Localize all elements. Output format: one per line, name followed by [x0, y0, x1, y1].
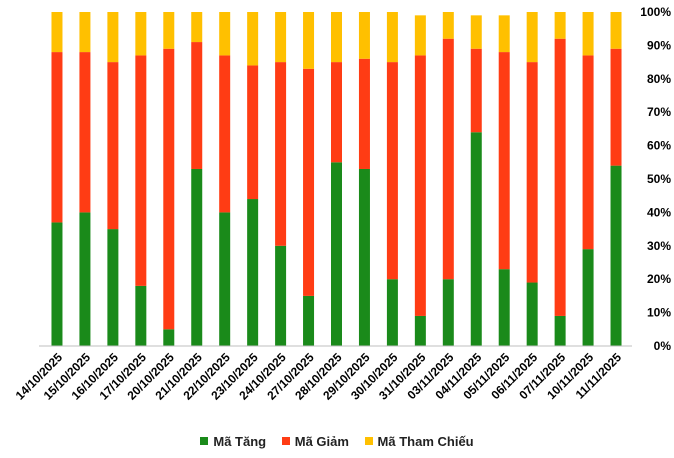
legend-label-ma-tang: Mã Tăng	[213, 433, 267, 449]
y-ticks-layer: 0% 10% 20% 30% 40% 50% 60% 70% 80% 90% 100%	[640, 5, 671, 353]
bar-segment-ma-giam-10	[331, 62, 342, 163]
legend-label-ma-tham-chieu: Mã Tham Chiếu	[377, 433, 474, 449]
bar-segment-ma-tham-chieu-15	[470, 15, 482, 49]
legend-item-ma-giam: Mã Giảm	[281, 433, 349, 449]
bar-segment-ma-tang-9	[303, 295, 315, 346]
y-tick-label: 10%	[647, 306, 671, 320]
bar-segment-ma-giam-6	[219, 55, 231, 213]
legend-swatch-ma-tham-chieu	[364, 437, 373, 445]
bar-segment-ma-giam-12	[386, 62, 398, 280]
bar-segment-ma-tham-chieu-16	[498, 15, 510, 53]
bar-segment-ma-tham-chieu-7	[247, 12, 259, 66]
bar-segment-ma-tang-15	[470, 132, 482, 346]
bar-segment-ma-tang-4	[163, 329, 175, 346]
bar-segment-ma-tham-chieu-8	[275, 12, 287, 63]
bar-segment-ma-giam-3	[135, 55, 147, 286]
bar-segment-ma-giam-11	[358, 58, 370, 169]
bar-segment-ma-tham-chieu-1	[79, 12, 91, 53]
bar-segment-ma-tham-chieu-14	[442, 12, 454, 39]
legend-swatch-ma-giam	[281, 437, 290, 445]
bar-segment-ma-giam-0	[51, 52, 63, 223]
bar-segment-ma-giam-13	[414, 55, 426, 316]
bar-segment-ma-giam-18	[554, 38, 566, 316]
bar-segment-ma-tham-chieu-10	[331, 12, 342, 63]
bar-segment-ma-tang-13	[414, 315, 426, 346]
bar-segment-ma-tang-11	[358, 168, 370, 346]
bar-segment-ma-tham-chieu-18	[554, 12, 566, 39]
y-tick-label: 50%	[647, 172, 671, 186]
bar-segment-ma-tham-chieu-4	[163, 12, 175, 49]
y-tick-label: 90%	[647, 38, 671, 52]
bar-segment-ma-giam-17	[526, 62, 538, 283]
bar-segment-ma-tang-3	[135, 285, 147, 346]
legend-swatch-ma-tang	[200, 437, 209, 445]
bar-segment-ma-tang-10	[331, 162, 342, 346]
bar-segment-ma-tham-chieu-12	[386, 12, 398, 63]
bar-segment-ma-giam-5	[191, 42, 203, 169]
bar-segment-ma-tham-chieu-17	[526, 12, 538, 63]
bar-segment-ma-tham-chieu-5	[191, 12, 203, 43]
y-tick-label: 100%	[640, 5, 671, 19]
bar-segment-ma-tham-chieu-13	[414, 15, 426, 56]
y-tick-label: 40%	[647, 205, 671, 219]
bar-segment-ma-tang-20	[610, 165, 622, 346]
bar-segment-ma-tham-chieu-6	[219, 12, 231, 56]
bar-segment-ma-tham-chieu-20	[610, 12, 622, 49]
bar-segment-ma-tham-chieu-3	[135, 12, 147, 56]
y-tick-label: 0%	[654, 339, 672, 353]
y-tick-label: 20%	[647, 272, 671, 286]
bar-segment-ma-tham-chieu-9	[303, 12, 315, 69]
legend-item-ma-tham-chieu: Mã Tham Chiếu	[364, 433, 474, 449]
bar-segment-ma-tang-16	[498, 269, 510, 346]
bar-segment-ma-tham-chieu-0	[51, 12, 63, 53]
bar-segment-ma-tang-14	[442, 279, 454, 346]
bar-segment-ma-tang-18	[554, 315, 566, 346]
bar-segment-ma-giam-2	[107, 62, 119, 230]
bar-segment-ma-tang-1	[79, 212, 91, 346]
bar-segment-ma-giam-8	[275, 62, 287, 246]
bar-segment-ma-tang-8	[275, 245, 287, 346]
bar-segment-ma-tham-chieu-2	[107, 12, 119, 63]
y-tick-label: 70%	[647, 105, 671, 119]
y-tick-label: 60%	[647, 139, 671, 153]
bar-segment-ma-tang-19	[582, 249, 594, 346]
bar-segment-ma-tang-12	[386, 279, 398, 346]
legend-label-ma-giam: Mã Giảm	[294, 433, 349, 449]
bar-segment-ma-tham-chieu-19	[582, 12, 594, 56]
legend-item-ma-tang: Mã Tăng	[200, 434, 266, 449]
bar-segment-ma-giam-4	[163, 48, 175, 330]
bars-layer	[51, 12, 622, 346]
bar-segment-ma-giam-19	[582, 55, 594, 250]
y-tick-label: 80%	[647, 72, 671, 86]
bar-segment-ma-giam-9	[303, 68, 315, 296]
bar-segment-ma-tang-7	[247, 199, 259, 346]
bar-segment-ma-tang-6	[219, 212, 231, 346]
bar-segment-ma-tang-2	[107, 229, 119, 346]
legend: Mã Tăng Mã Giảm Mã Tham Chiếu	[0, 433, 674, 449]
x-labels-layer: 14/10/202515/10/202516/10/202517/10/2025…	[13, 350, 625, 403]
bar-segment-ma-giam-16	[498, 52, 510, 270]
bar-segment-ma-giam-15	[470, 48, 482, 133]
bar-segment-ma-tang-5	[191, 168, 203, 346]
bar-segment-ma-giam-1	[79, 52, 91, 213]
bar-segment-ma-tham-chieu-11	[358, 12, 370, 59]
bar-segment-ma-giam-20	[610, 48, 622, 166]
bar-segment-ma-tang-0	[51, 222, 63, 346]
bar-segment-ma-tang-17	[526, 282, 538, 346]
bar-segment-ma-giam-7	[247, 65, 259, 200]
bar-segment-ma-giam-14	[442, 38, 454, 280]
y-tick-label: 30%	[647, 239, 671, 253]
